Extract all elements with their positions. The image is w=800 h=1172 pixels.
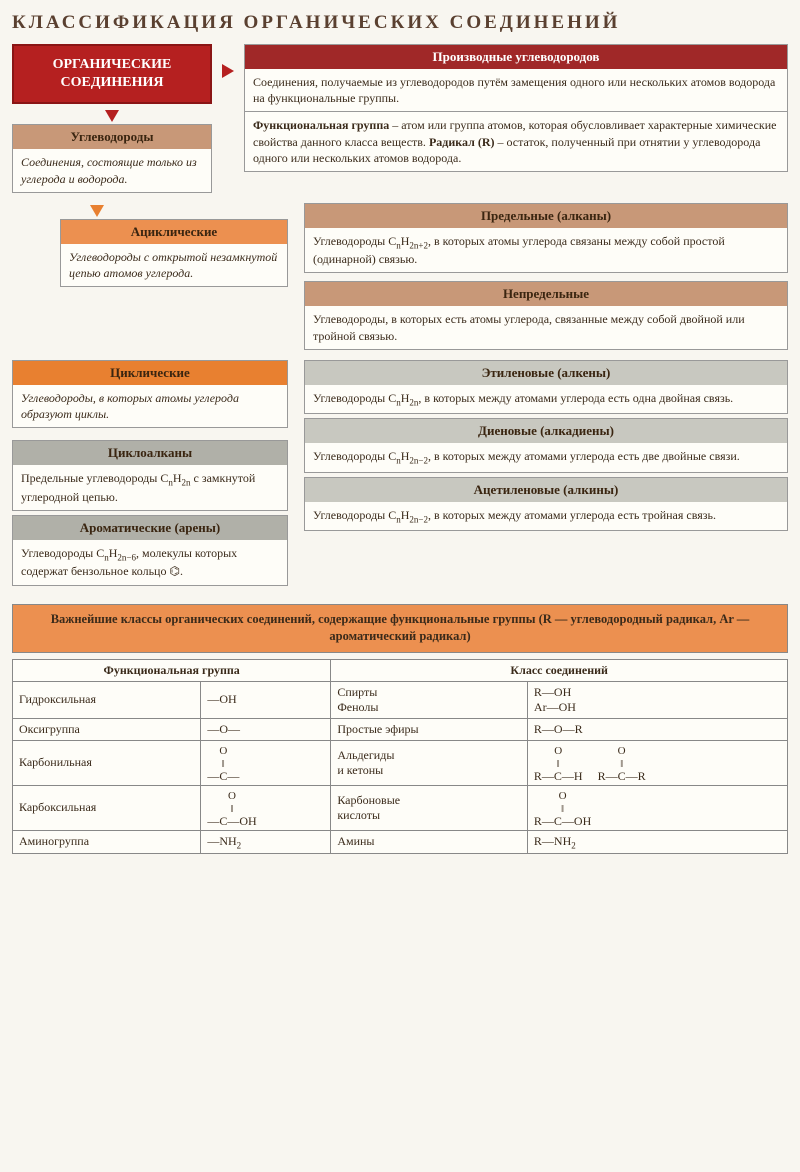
cyclic-body: Углеводороды, в которых атомы углерода о… (13, 385, 287, 427)
cycloalk-body: Предельные углеводороды CnH2n с замкнуто… (13, 465, 287, 510)
hydrocarbons-title: Углеводороды (13, 125, 211, 149)
arrow-down-icon (105, 110, 119, 122)
alkenes-body: Углеводороды CnH2n, в которых между атом… (305, 385, 787, 414)
alkynes-title: Ацетиленовые (алкины) (305, 478, 787, 502)
cyclic-title: Циклические (13, 361, 287, 385)
th-class: Класс соединений (331, 659, 788, 681)
dienes-box: Диеновые (алкадиены) Углеводороды CnH2n−… (304, 418, 788, 473)
alkynes-body: Углеводороды CnH2n−2, в которых между ат… (305, 502, 787, 531)
hydrocarbons-body: Соединения, состоящие только из углерода… (13, 149, 211, 191)
arrow-down-icon (90, 205, 104, 217)
derivatives-body2: Функциональная группа – атом или группа … (245, 111, 787, 171)
unsat-box: Непредельные Углеводороды, в которых ест… (304, 281, 788, 349)
root-box: ОРГАНИЧЕСКИЕ СОЕДИНЕНИЯ (12, 44, 212, 104)
derivatives-title: Производные углеводородов (245, 45, 787, 69)
derivatives-box: Производные углеводородов Соединения, по… (244, 44, 788, 172)
cycloalk-title: Циклоалканы (13, 441, 287, 465)
alkanes-box: Предельные (алканы) Углеводороды CnH2n+2… (304, 203, 788, 274)
aromatic-box: Ароматические (арены) Углеводороды CnH2n… (12, 515, 288, 586)
unsat-body: Углеводороды, в которых есть атомы углер… (305, 306, 787, 348)
arrow-right-icon (222, 64, 234, 78)
acyclic-box: Ациклические Углеводороды с открытой нез… (60, 219, 288, 287)
page-title: КЛАССИФИКАЦИЯ ОРГАНИЧЕСКИХ СОЕДИНЕНИЙ (12, 12, 788, 34)
alkanes-title: Предельные (алканы) (305, 204, 787, 228)
th-func: Функциональная группа (13, 659, 331, 681)
aromatic-title: Ароматические (арены) (13, 516, 287, 540)
hydrocarbons-box: Углеводороды Соединения, состоящие тольк… (12, 124, 212, 192)
table-row: Аминогруппа —NH2 Амины R—NH2 (13, 830, 788, 853)
cycloalk-box: Циклоалканы Предельные углеводороды CnH2… (12, 440, 288, 511)
table-caption: Важнейшие классы органических соединений… (12, 604, 788, 653)
table-row: Оксигруппа —O— Простые эфиры R—O—R (13, 718, 788, 740)
table-row: Карбоксильная O‖—C—OH Карбоновыекислоты … (13, 785, 788, 830)
cyclic-box: Циклические Углеводороды, в которых атом… (12, 360, 288, 428)
dienes-title: Диеновые (алкадиены) (305, 419, 787, 443)
alkenes-title: Этиленовые (алкены) (305, 361, 787, 385)
unsat-title: Непредельные (305, 282, 787, 306)
alkenes-box: Этиленовые (алкены) Углеводороды CnH2n, … (304, 360, 788, 415)
aromatic-body: Углеводороды CnH2n−6, молекулы которых с… (13, 540, 287, 585)
acyclic-title: Ациклические (61, 220, 287, 244)
acyclic-body: Углеводороды с открытой незамкнутой цепь… (61, 244, 287, 286)
func-table: Функциональная группа Класс соединений Г… (12, 659, 788, 854)
table-row: Карбонильная O‖—C— Альдегидыи кетоны O‖R… (13, 740, 788, 785)
derivatives-body1: Соединения, получаемые из углеводородов … (245, 69, 787, 111)
dienes-body: Углеводороды CnH2n−2, в которых между ат… (305, 443, 787, 472)
alkynes-box: Ацетиленовые (алкины) Углеводороды CnH2n… (304, 477, 788, 532)
alkanes-body: Углеводороды CnH2n+2, в которых атомы уг… (305, 228, 787, 273)
table-row: Гидроксильная —OH СпиртыФенолы R—OHAr—OH (13, 681, 788, 718)
